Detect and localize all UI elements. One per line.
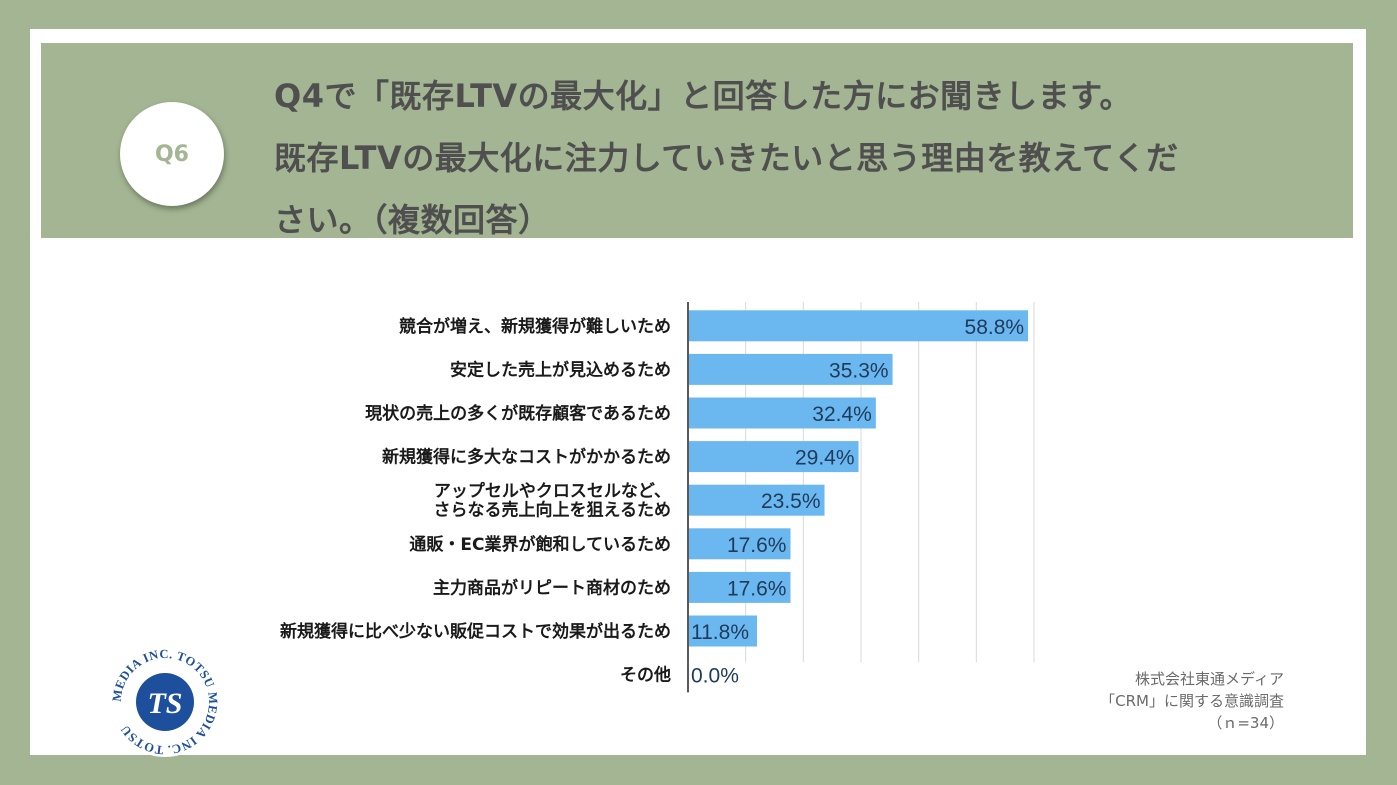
source-sample-size: （ｎ=34） bbox=[1207, 714, 1284, 732]
bar bbox=[689, 441, 859, 473]
category-label: 通販・EC業界が飽和しているため bbox=[409, 534, 671, 555]
category-label: 新規獲得に多大なコストがかかるため bbox=[382, 447, 671, 468]
question-text: Q4で「既存LTVの最大化」と回答した方にお聞きします。 既存LTVの最大化に注… bbox=[274, 65, 1274, 251]
bar bbox=[689, 528, 791, 560]
category-label: アップセルやクロスセルなど、さらなる売上向上を狙えるため bbox=[434, 481, 672, 521]
value-label: 32.4% bbox=[812, 403, 872, 426]
bar bbox=[689, 310, 1029, 342]
question-line-2: 既存LTVの最大化に注力していきたいと思う理由を教えてくだ bbox=[274, 139, 1179, 177]
value-label: 29.4% bbox=[795, 447, 855, 470]
source-company: 株式会社東通メディア bbox=[1135, 670, 1284, 688]
category-label: 安定した売上が見込めるため bbox=[450, 359, 671, 380]
question-line-1: Q4で「既存LTVの最大化」と回答した方にお聞きします。 bbox=[274, 77, 1132, 115]
logo-mark: TS bbox=[147, 687, 182, 720]
survey-source: 株式会社東通メディア 「CRM」に関する意識調査 （ｎ=34） bbox=[1100, 668, 1284, 734]
value-label: 35.3% bbox=[829, 359, 889, 382]
value-label: 17.6% bbox=[727, 534, 787, 557]
value-label: 23.5% bbox=[761, 490, 821, 513]
value-label: 11.8% bbox=[691, 621, 749, 644]
value-label: 0.0% bbox=[691, 665, 739, 688]
question-line-3: さい。（複数回答） bbox=[274, 201, 551, 239]
logo-emblem-circle bbox=[136, 673, 194, 731]
bar bbox=[689, 615, 758, 647]
chart-category-labels: 競合が増え、新規獲得が難しいため安定した売上が見込めるため現状の売上の多くが既存… bbox=[280, 316, 671, 686]
bar bbox=[689, 571, 791, 603]
category-label: 主力商品がリピート商材のため bbox=[433, 577, 671, 598]
chart-value-labels: 58.8% 35.3% 32.4% 29.4% 23.5% 17.6% 17.6% 11.8%… bbox=[691, 316, 1024, 688]
bar bbox=[689, 353, 893, 385]
source-survey-title: 「CRM」に関する意識調査 bbox=[1100, 692, 1284, 710]
question-number-badge: Q6 bbox=[120, 102, 224, 206]
value-label: 17.6% bbox=[727, 577, 787, 600]
slide: Q6 Q4で「既存LTVの最大化」と回答した方にお聞きします。 既存LTVの最大… bbox=[30, 29, 1366, 757]
category-label: 競合が増え、新規獲得が難しいため bbox=[399, 316, 671, 337]
category-label: 新規獲得に比べ少ない販促コストで効果が出るため bbox=[280, 621, 671, 642]
category-label: 現状の売上の多くが既存顧客であるため bbox=[365, 403, 671, 424]
question-header: Q6 Q4で「既存LTVの最大化」と回答した方にお聞きします。 既存LTVの最大… bbox=[41, 43, 1353, 239]
category-label: その他 bbox=[620, 665, 671, 686]
bar bbox=[689, 397, 876, 429]
totsu-media-logo: MEDIA INC. TOTSU MEDIA INC. TOTSU TS bbox=[110, 647, 220, 757]
bar bbox=[689, 484, 825, 516]
value-label: 58.8% bbox=[965, 316, 1025, 339]
chart-bars bbox=[689, 310, 1029, 647]
